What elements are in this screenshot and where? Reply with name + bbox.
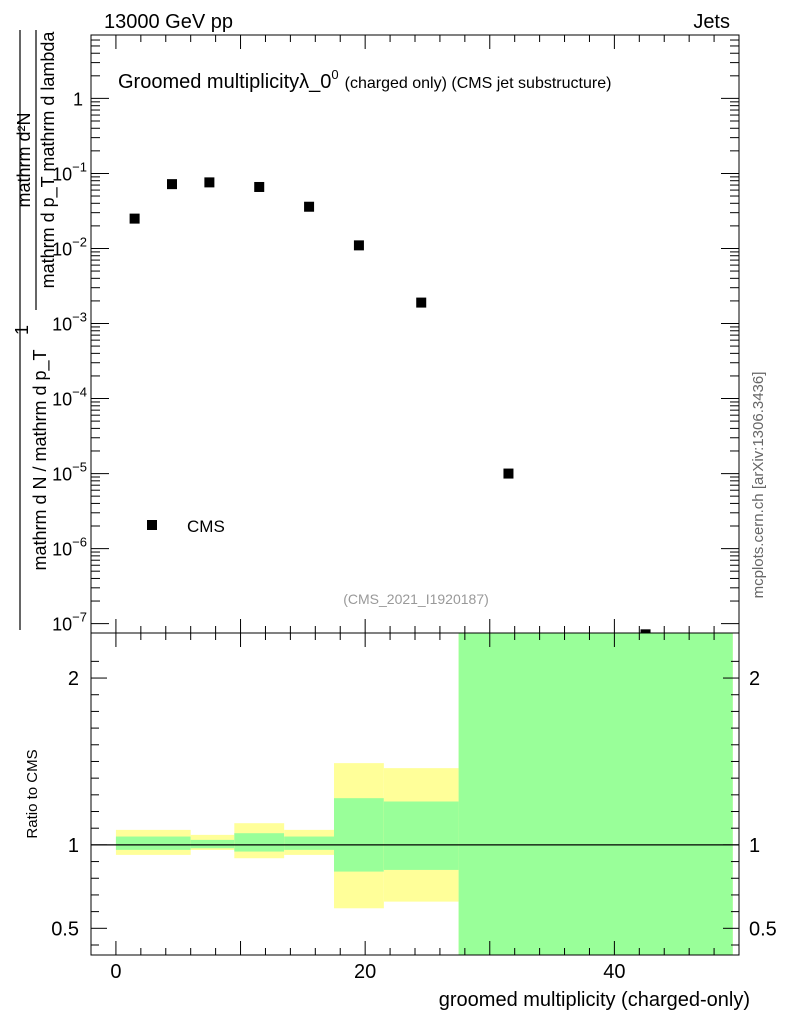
data-point: [304, 201, 315, 212]
data-point: [416, 297, 427, 308]
stat-band: [115, 836, 191, 850]
ratio-bands: [115, 633, 733, 955]
ratio-x-axis: 0 20 40: [110, 633, 715, 983]
main-y-axis-label: 1 mathrm d N / mathrm d p_T mathrm d²N m…: [12, 30, 59, 630]
x-tick-label: 20: [354, 961, 376, 983]
y-label-num: mathrm d²N: [14, 112, 34, 207]
ratio-y-tick-label: 1: [68, 835, 79, 857]
x-tick-label: 40: [603, 961, 625, 983]
y-tick-label: 10−2: [52, 234, 87, 259]
stat-band: [234, 833, 285, 852]
site-credit-label: mcplots.cern.ch [arXiv:1306.3436]: [750, 372, 767, 599]
process-label: Jets: [693, 11, 730, 33]
y-tick-label: 10−1: [52, 159, 87, 184]
y-tick-label: 10−3: [52, 310, 87, 335]
legend-label: CMS: [187, 517, 225, 536]
plot-title: Groomed multiplicityλ_00 (charged only) (…: [118, 67, 611, 93]
ratio-y-tick-label-right: 1: [749, 835, 760, 857]
data-point: [503, 468, 514, 479]
ratio-y-tick-label-right: 2: [749, 668, 760, 690]
stat-band: [458, 633, 733, 955]
y-tick-label: 10−5: [52, 460, 87, 485]
ratio-y-tick-label-right: 0.5: [749, 918, 777, 940]
y-label-one: 1: [12, 325, 32, 335]
energy-label: 13000 GeV pp: [104, 11, 233, 33]
ratio-y-tick-label: 2: [68, 668, 79, 690]
ratio-plot-panel: 0.5 0.5 1 1 2 2 0 20 40: [51, 632, 777, 983]
analysis-watermark: (CMS_2021_I1920187): [343, 591, 489, 607]
data-point: [353, 240, 364, 251]
main-plot-frame: [90, 34, 740, 634]
data-point: [129, 213, 140, 224]
y-tick-label: 10−7: [52, 610, 87, 635]
plot-title-suffix: (charged only) (CMS jet substructure): [345, 75, 612, 92]
stat-band: [284, 836, 334, 850]
y-tick-label: 10−4: [52, 385, 87, 410]
main-x-axis: [115, 35, 715, 633]
plot-title-sup: 0: [331, 67, 338, 82]
y-tick-label: 10−6: [52, 535, 87, 560]
data-point: [204, 177, 215, 188]
y-label-den2: mathrm d N / mathrm d p_T: [30, 349, 51, 570]
main-y-axis: 1 10−1 10−2 10−3 10−4 10−5 10−6 10−7: [52, 39, 739, 635]
x-axis-label: groomed multiplicity (charged-only): [439, 989, 750, 1011]
plot-title-main: Groomed multiplicity: [118, 71, 299, 93]
main-plot-panel: 1 10−1 10−2 10−3 10−4 10−5 10−6 10−7 Groomed mu…: [52, 34, 740, 640]
stat-band: [334, 798, 384, 872]
y-label-den: mathrm d p_T mathrm d lambda: [38, 31, 59, 289]
ratio-y-tick-label: 0.5: [51, 918, 79, 940]
stat-band: [383, 801, 459, 870]
y-tick-label: 1: [73, 89, 83, 109]
stat-band: [190, 839, 235, 849]
data-point: [167, 179, 177, 190]
data-point: [254, 181, 265, 192]
legend-marker: [147, 520, 157, 530]
x-tick-label: 0: [110, 961, 121, 983]
plot-title-symbol: λ_0: [299, 71, 331, 93]
ratio-y-axis: 0.5 0.5 1 1 2 2: [51, 660, 777, 946]
data-points: [129, 177, 651, 640]
ratio-y-axis-label: Ratio to CMS: [24, 749, 41, 838]
